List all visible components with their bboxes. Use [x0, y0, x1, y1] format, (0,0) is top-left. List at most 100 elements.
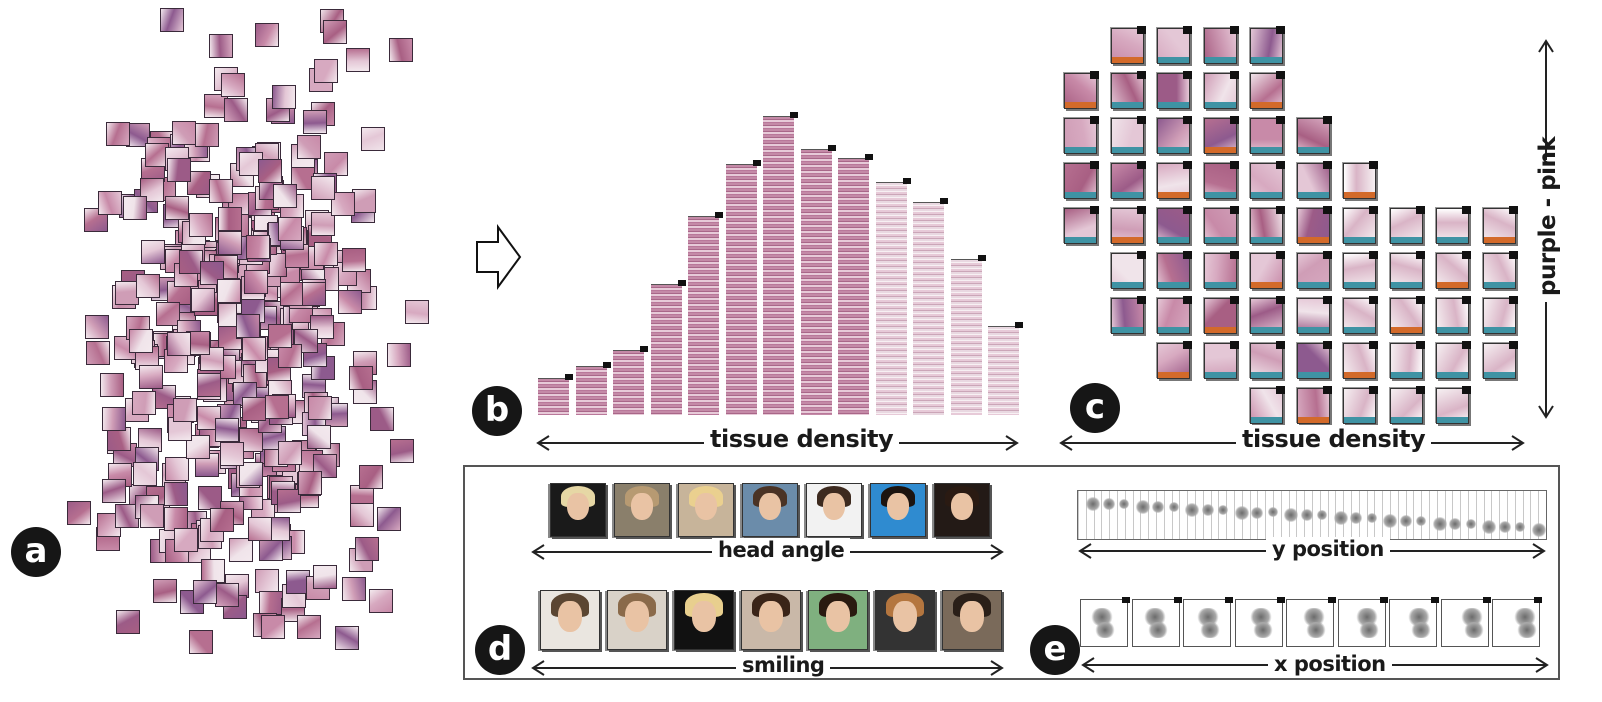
- tissue-thumbnail: [1296, 341, 1332, 379]
- tissue-tile: [265, 395, 289, 419]
- count-badge: [1379, 597, 1388, 603]
- tissue-tile: [278, 217, 302, 241]
- blot-mark: [1091, 608, 1113, 626]
- tissue-tile: [323, 20, 347, 44]
- neg-tag: [1297, 282, 1329, 288]
- pos-tag: [1251, 102, 1282, 108]
- neg-tag: [1390, 237, 1422, 243]
- pos-tag: [1111, 237, 1143, 243]
- neg-tag: [1158, 147, 1189, 153]
- count-badge: [1508, 206, 1518, 214]
- tissue-thumbnail: [1064, 116, 1099, 154]
- neg-tag: [1204, 282, 1236, 288]
- tissue-tile: [218, 207, 242, 231]
- tissue-tile: [302, 282, 326, 306]
- tissue-tile: [129, 329, 153, 353]
- count-badge: [1276, 597, 1285, 603]
- strip-divider: [1475, 491, 1477, 539]
- density-column: [575, 362, 611, 415]
- density-column: [538, 374, 573, 415]
- count-badge: [1183, 206, 1192, 214]
- strip-divider: [1085, 491, 1087, 539]
- count-badge: [1173, 597, 1182, 603]
- count-badge: [1415, 296, 1425, 304]
- neg-tag: [1158, 102, 1189, 108]
- blot-mark: [1416, 516, 1426, 526]
- blot-mark: [1461, 608, 1484, 626]
- tissue-thumbnail: [1436, 386, 1471, 424]
- tissue-thumbnail: [1389, 341, 1425, 379]
- neg-tag: [1111, 282, 1143, 288]
- blot-mark: [1102, 497, 1115, 510]
- neg-tag: [1251, 327, 1282, 333]
- count-badge: [1276, 341, 1285, 349]
- count-badge: [1369, 341, 1378, 349]
- blot-mark: [1408, 608, 1431, 626]
- strip-divider: [1483, 491, 1485, 539]
- tissue-tile: [352, 189, 376, 213]
- pos-tag: [1297, 237, 1329, 243]
- tissue-tile: [236, 314, 260, 338]
- tissue-thumbnail: [1157, 71, 1192, 109]
- strip-divider: [1117, 491, 1118, 539]
- column-count-badge: [827, 145, 836, 151]
- neg-tag: [1344, 327, 1375, 333]
- count-badge: [1183, 251, 1192, 259]
- tissue-thumbnail: [1389, 296, 1425, 334]
- pos-tag: [1158, 372, 1189, 378]
- blot-mark: [1185, 502, 1199, 517]
- blot-mark: [1482, 519, 1496, 534]
- neg-tag: [1158, 237, 1189, 243]
- face-thumbnail: [808, 590, 868, 650]
- neg-tag: [1483, 372, 1515, 378]
- blot-mark: [1465, 518, 1476, 529]
- tissue-tile: [195, 123, 219, 147]
- count-badge: [1183, 341, 1192, 349]
- count-badge: [1136, 251, 1146, 259]
- count-badge: [1183, 116, 1192, 124]
- blot-mark: [1358, 622, 1379, 638]
- tissue-tile: [361, 127, 385, 151]
- neg-tag: [1297, 147, 1329, 153]
- tissue-thumbnail: [1343, 386, 1378, 424]
- tissue-tile: [98, 191, 122, 215]
- count-badge: [1462, 341, 1471, 349]
- tissue-tile: [174, 528, 198, 552]
- tissue-tile: [335, 626, 359, 650]
- face-thumbnail: [806, 483, 862, 537]
- tissue-thumbnail: [1203, 71, 1239, 109]
- tissue-tile: [189, 630, 213, 654]
- panel-c-y-axis-label: purple - pink: [1535, 137, 1561, 302]
- tissue-tile: [123, 196, 147, 220]
- count-badge: [1276, 161, 1285, 169]
- panel-d-faces: [530, 475, 1010, 685]
- count-badge: [1229, 71, 1239, 79]
- tissue-tile: [314, 59, 338, 83]
- tissue-tile: [248, 517, 272, 541]
- tissue-tile: [297, 615, 321, 639]
- count-badge: [1322, 251, 1332, 259]
- count-badge: [1508, 251, 1518, 259]
- count-badge: [1229, 26, 1239, 34]
- tissue-thumbnail: [1296, 296, 1332, 334]
- count-badge: [1276, 206, 1285, 214]
- count-badge: [1462, 251, 1471, 259]
- tissue-tile: [164, 482, 188, 506]
- strip-divider: [1179, 491, 1181, 539]
- count-badge: [1229, 251, 1239, 259]
- tissue-tile: [342, 248, 366, 272]
- pos-tag: [1344, 192, 1375, 198]
- column-count-badge: [752, 160, 761, 166]
- tissue-tile: [106, 122, 130, 146]
- count-badge: [1136, 26, 1146, 34]
- tissue-tile: [139, 365, 163, 389]
- panel-label-c: c: [1070, 383, 1120, 433]
- tissue-thumbnail: [1250, 116, 1285, 154]
- tissue-tile: [165, 196, 189, 220]
- tissue-thumbnail: [1296, 206, 1332, 244]
- strip-divider: [1156, 491, 1157, 539]
- tissue-tile: [189, 213, 213, 237]
- strip-divider: [1530, 491, 1532, 539]
- density-column: [950, 255, 986, 415]
- strip-divider: [1460, 491, 1462, 539]
